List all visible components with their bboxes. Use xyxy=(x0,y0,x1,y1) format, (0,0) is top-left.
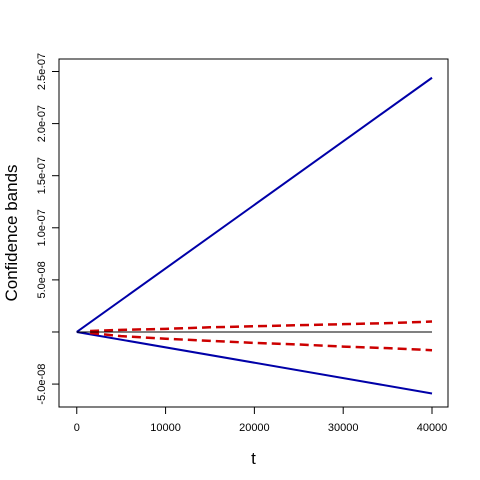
y-tick-label: 5.0e-08 xyxy=(36,261,48,298)
y-tick-label: 1.0e-07 xyxy=(36,209,48,246)
x-tick-label: 20000 xyxy=(239,422,270,434)
plot-box xyxy=(58,58,449,408)
series-layer xyxy=(76,76,433,395)
x-tick-label: 10000 xyxy=(150,422,181,434)
x-tick-label: 40000 xyxy=(417,422,448,434)
series-line-upper-dashed-band xyxy=(90,320,433,333)
x-axis-title: t xyxy=(251,449,256,468)
series-line-upper-band xyxy=(76,76,433,333)
x-tick-label: 30000 xyxy=(328,422,359,434)
y-axis-title: Confidence bands xyxy=(2,164,21,301)
y-tick-label: 2.0e-07 xyxy=(36,105,48,142)
series-line-lower-band xyxy=(76,330,433,395)
y-tick-label: -5.0e-08 xyxy=(36,364,48,405)
x-axis: 0 10000 20000 30000 40000 xyxy=(74,406,448,434)
y-axis: -5.0e-08 5.0e-08 1.0e-07 1.5e-07 2.0e-07 2.5e… xyxy=(36,53,60,405)
y-tick-label: 1.5e-07 xyxy=(36,157,48,194)
x-tick-label: 0 xyxy=(74,422,80,434)
y-tick-label: 2.5e-07 xyxy=(36,53,48,90)
series-line-lower-dashed-band xyxy=(89,331,433,352)
